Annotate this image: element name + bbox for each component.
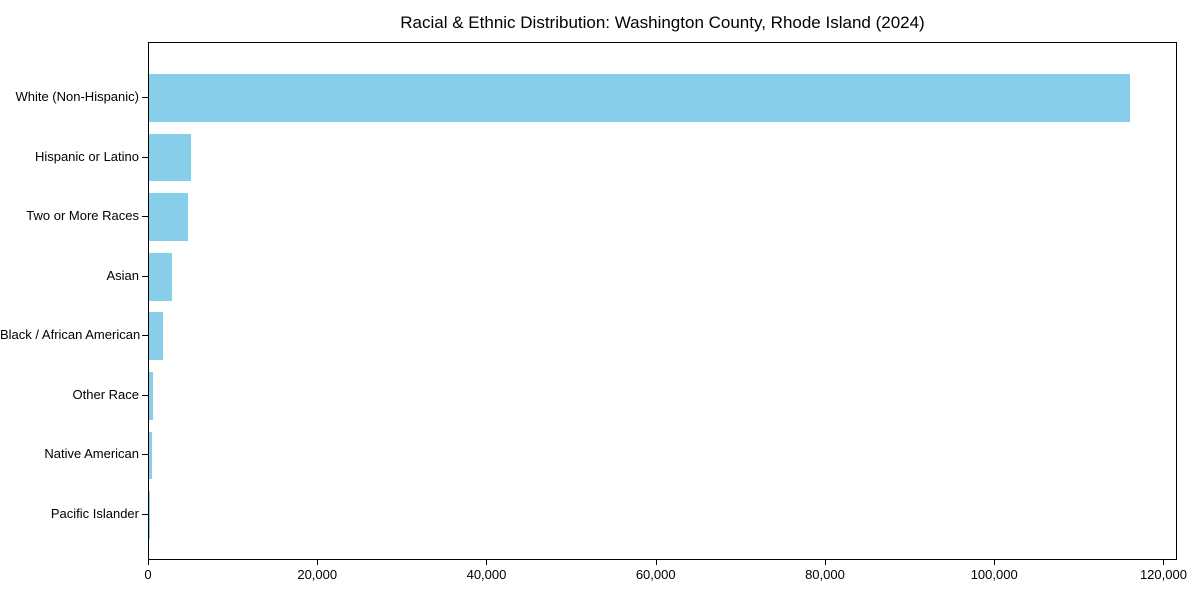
y-tick-mark — [142, 514, 148, 515]
y-tick-mark — [142, 97, 148, 98]
bar-two-or-more-races — [149, 193, 188, 241]
chart-title: Racial & Ethnic Distribution: Washington… — [400, 13, 925, 32]
y-tick-mark — [142, 276, 148, 277]
x-tick-label: 60,000 — [635, 567, 676, 582]
x-tick-mark — [656, 560, 657, 565]
y-tick-mark — [142, 335, 148, 336]
x-tick-label: 100,000 — [970, 567, 1018, 582]
bar-white-non-hispanic — [149, 74, 1130, 122]
bar-other-race — [149, 372, 153, 420]
y-tick-label: Other Race — [72, 386, 139, 402]
x-tick-mark — [317, 560, 318, 565]
y-tick-mark — [142, 216, 148, 217]
y-tick-label: Black / African American — [0, 327, 141, 343]
bar-hispanic-or-latino — [149, 133, 191, 182]
x-tick-label: 40,000 — [466, 567, 507, 582]
y-tick-mark — [142, 395, 148, 396]
y-tick-mark — [142, 454, 148, 455]
y-tick-label: Two or More Races — [26, 208, 139, 224]
y-tick-label: Pacific Islander — [50, 505, 139, 521]
bar-black-african-american — [149, 312, 163, 361]
x-tick-mark — [1163, 560, 1164, 565]
x-tick-mark — [994, 560, 995, 565]
bar-asian — [149, 252, 172, 301]
y-tick-mark — [142, 157, 148, 158]
x-tick-label: 120,000 — [1139, 567, 1187, 582]
x-tick-mark — [148, 560, 149, 565]
y-tick-label: Native American — [44, 446, 139, 462]
y-tick-label: Asian — [106, 267, 139, 283]
x-tick-mark — [486, 560, 487, 565]
plot-area — [148, 42, 1177, 560]
x-tick-label: 0 — [144, 567, 152, 582]
y-tick-label: White (Non-Hispanic) — [15, 89, 139, 104]
x-tick-label: 80,000 — [805, 567, 845, 582]
x-tick-mark — [825, 560, 826, 565]
y-tick-label: Hispanic or Latino — [34, 148, 139, 164]
bar-native-american — [149, 431, 153, 480]
x-tick-label: 20,000 — [297, 567, 338, 582]
